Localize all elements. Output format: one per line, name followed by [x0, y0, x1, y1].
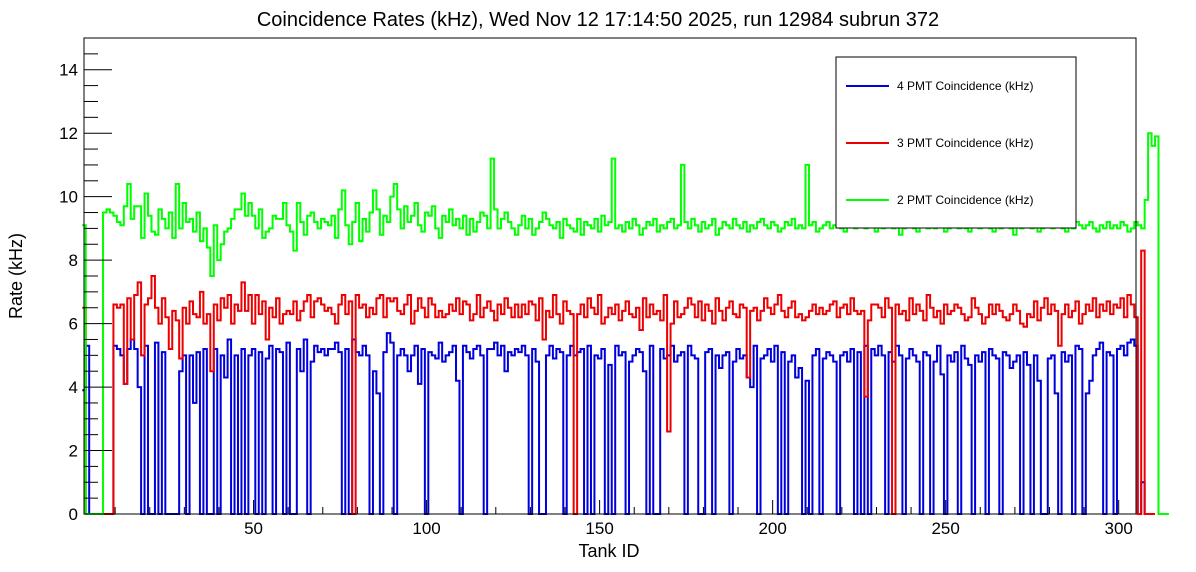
y-tick-label: 10 — [59, 188, 78, 207]
series-line-2 — [82, 249, 1156, 515]
y-axis: 0 2 4 6 8 10 12 14 — [59, 37, 112, 524]
y-axis-label: Rate (kHz) — [6, 233, 26, 319]
chart-title: Coincidence Rates (kHz), Wed Nov 12 17:1… — [257, 9, 939, 31]
x-tick-label: 300 — [1105, 519, 1133, 538]
x-tick-label: 150 — [585, 519, 613, 538]
y-tick-label: 12 — [59, 124, 78, 143]
x-tick-label: 200 — [758, 519, 786, 538]
x-axis-label: Tank ID — [578, 541, 639, 561]
y-tick-label: 2 — [69, 442, 78, 461]
x-tick-label: 50 — [244, 519, 263, 538]
y-tick-label: 6 — [69, 315, 78, 334]
y-tick-label: 14 — [59, 61, 78, 80]
legend-label: 3 PMT Coincidence (kHz) — [897, 136, 1034, 150]
legend-label: 4 PMT Coincidence (kHz) — [897, 79, 1034, 93]
y-tick-label: 0 — [69, 505, 78, 524]
legend-label: 2 PMT Coincidence (kHz) — [897, 193, 1034, 207]
x-tick-label: 100 — [412, 519, 440, 538]
x-tick-label: 250 — [931, 519, 959, 538]
y-tick-label: 4 — [69, 378, 78, 397]
legend: 4 PMT Coincidence (kHz) 3 PMT Coincidence… — [835, 56, 1077, 229]
x-axis: 50 100 150 200 250 300 — [114, 500, 1133, 538]
y-tick-label: 8 — [69, 251, 78, 270]
